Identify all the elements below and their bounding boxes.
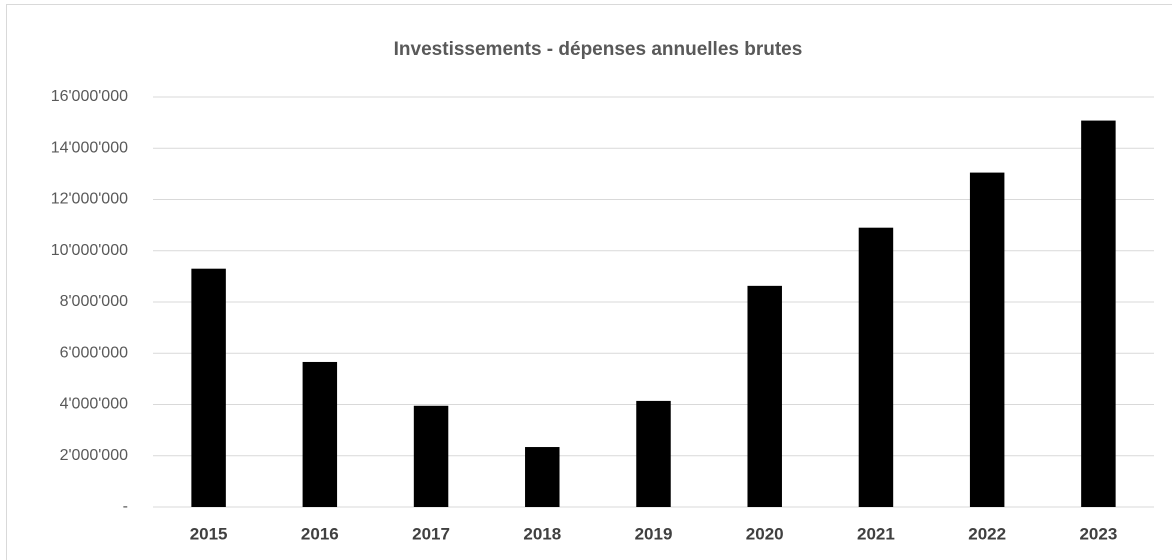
y-tick-label: 12'000'000 [51,191,128,208]
bar [858,227,894,507]
x-tick-label: 2016 [301,524,339,543]
bar [525,447,560,507]
y-tick-label: 10'000'000 [51,242,128,259]
bar [1081,120,1116,507]
bar [191,268,226,507]
chart-border [6,4,1172,560]
x-tick-label: 2022 [968,524,1006,543]
bar [747,285,782,507]
x-tick-label: 2018 [523,524,561,543]
y-tick-label: 4'000'000 [60,396,129,413]
y-tick-label: 14'000'000 [51,139,128,156]
bar [413,405,449,507]
x-tick-label: 2021 [857,524,895,543]
bar [302,361,338,507]
x-tick-label: 2020 [746,524,784,543]
y-tick-label: 8'000'000 [60,293,129,310]
y-tick-label: - [123,498,128,515]
x-tick-label: 2015 [190,524,228,543]
bar [636,400,671,507]
x-tick-label: 2023 [1079,524,1117,543]
chart-title: Investissements - dépenses annuelles bru… [394,39,803,60]
x-tick-label: 2019 [635,524,673,543]
bar [969,172,1005,507]
y-tick-label: 16'000'000 [51,88,128,105]
y-tick-label: 2'000'000 [60,447,129,464]
x-tick-label: 2017 [412,524,450,543]
y-tick-label: 6'000'000 [60,344,129,361]
